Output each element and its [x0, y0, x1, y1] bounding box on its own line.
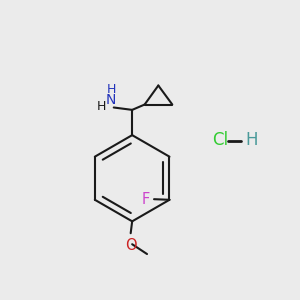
Text: H: H: [97, 100, 106, 112]
Text: H: H: [107, 83, 116, 97]
Text: H: H: [245, 130, 258, 148]
Text: O: O: [125, 238, 136, 253]
Text: N: N: [106, 93, 116, 107]
Text: F: F: [141, 192, 150, 207]
Text: Cl: Cl: [212, 130, 229, 148]
